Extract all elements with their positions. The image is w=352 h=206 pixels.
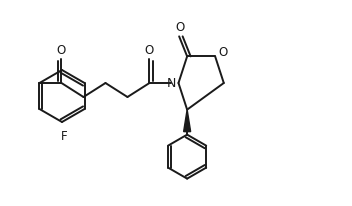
Text: F: F xyxy=(61,130,67,143)
Text: O: O xyxy=(176,21,185,34)
Text: O: O xyxy=(145,44,154,57)
Text: O: O xyxy=(218,46,227,59)
Text: N: N xyxy=(167,76,176,89)
Polygon shape xyxy=(184,110,191,132)
Text: O: O xyxy=(57,44,66,57)
